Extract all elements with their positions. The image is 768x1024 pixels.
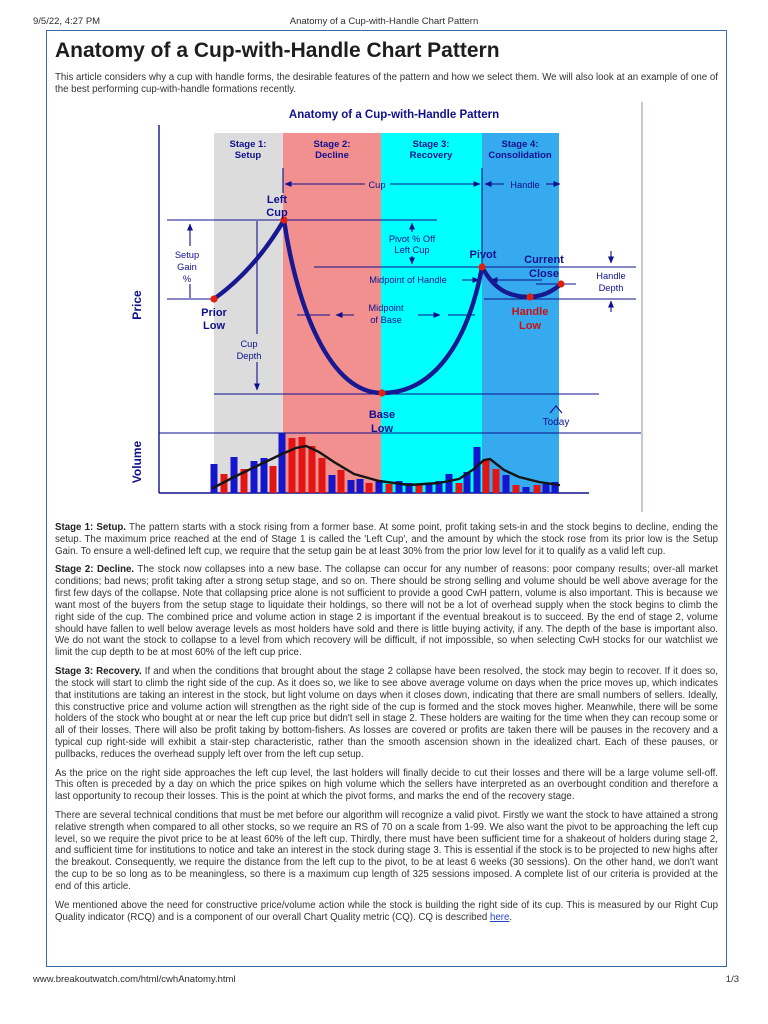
conditions-text: There are several technical conditions t… [55, 809, 718, 893]
cup-depth-label2: Depth [237, 351, 262, 361]
volume-bars [210, 432, 559, 493]
paragraph-stage-2: Stage 2: Decline. The stock now collapse… [55, 564, 718, 659]
print-footer: www.breakoutwatch.com/html/cwhAnatomy.ht… [33, 974, 739, 985]
pivot-text: As the price on the right side approache… [55, 767, 718, 803]
volume-axis-label: Volume [130, 440, 144, 483]
today-label: Today [543, 417, 570, 428]
stage4-label: Stage 4: [502, 139, 539, 150]
article-body: Stage 1: Setup. The pattern starts with … [52, 522, 718, 924]
handle-depth-label: Handle [596, 271, 625, 281]
annotation-lines [167, 167, 636, 414]
handle-span-label: Handle [510, 180, 539, 190]
left-cup-label2: Cup [266, 207, 288, 219]
paragraph-stage-1: Stage 1: Setup. The pattern starts with … [55, 522, 718, 558]
stage-band-decline [283, 132, 381, 493]
cup-with-handle-diagram: Anatomy of a Cup-with-Handle Pattern Sta… [130, 101, 643, 512]
left-cup-label: Left [267, 194, 288, 206]
stage2-label2: Decline [315, 150, 349, 161]
article-border-box: Anatomy of a Cup-with-Handle Chart Patte… [46, 30, 727, 967]
print-header: 9/5/22, 4:27 PM Anatomy of a Cup-with-Ha… [0, 0, 768, 30]
stage3-text: If and when the conditions that brought … [55, 665, 718, 761]
paragraph-stage-3: Stage 3: Recovery. If and when the condi… [55, 666, 718, 761]
paragraph-cq: We mentioned above the need for construc… [55, 900, 718, 924]
setup-gain-label2: Gain [177, 262, 197, 272]
handle-low-label: Handle [512, 306, 549, 318]
prior-low-label2: Low [203, 320, 225, 332]
page-title: Anatomy of a Cup-with-Handle Chart Patte… [55, 39, 500, 62]
setup-gain-label3: % [183, 274, 191, 284]
stage3-lead: Stage 3: Recovery. [55, 665, 142, 677]
figure-title: Anatomy of a Cup-with-Handle Pattern [289, 109, 499, 121]
print-header-timestamp: 9/5/22, 4:27 PM [33, 16, 101, 27]
current-close-label: Current [524, 254, 564, 266]
stage3-label2: Recovery [410, 150, 453, 161]
cup-span-label: Cup [368, 180, 385, 190]
price-markers [210, 216, 565, 397]
cq-text-after: . [509, 911, 513, 923]
stage1-text: The pattern starts with a stock rising f… [55, 521, 719, 557]
stage1-label: Stage 1: [230, 139, 267, 150]
pivot-label: Pivot [470, 249, 497, 261]
stage-bands [214, 132, 559, 493]
base-low-label2: Low [371, 423, 393, 435]
stage2-lead: Stage 2: Decline. [55, 564, 135, 576]
midpoint-base-label2: of Base [370, 315, 402, 325]
cq-described-link[interactable]: here [490, 911, 510, 923]
cup-with-handle-figure: Anatomy of a Cup-with-Handle Pattern Sta… [84, 100, 718, 520]
pivot-pct-label: Pivot % Off [389, 234, 436, 244]
stage1-lead: Stage 1: Setup. [55, 521, 127, 533]
intro-paragraph: This article considers why a cup with ha… [55, 72, 718, 95]
handle-depth-label2: Depth [599, 283, 624, 293]
paragraph-conditions: There are several technical conditions t… [55, 810, 718, 893]
pivot-pct-label2: Left Cup [394, 245, 429, 255]
current-close-label2: Close [529, 268, 559, 280]
cq-text: We mentioned above the need for construc… [55, 899, 718, 923]
stage-band-recovery [381, 132, 482, 493]
base-low-label: Base [369, 409, 395, 421]
price-axis-label: Price [130, 290, 144, 320]
volume-ma-line [211, 444, 561, 490]
footer-page-number: 1/3 [725, 974, 739, 985]
stage3-label: Stage 3: [413, 139, 450, 150]
setup-gain-label: Setup [175, 250, 199, 260]
midpoint-base-label: Midpoint [368, 303, 404, 313]
handle-low-label2: Low [519, 320, 541, 332]
stage2-label: Stage 2: [314, 139, 351, 150]
print-header-title: Anatomy of a Cup-with-Handle Chart Patte… [289, 16, 479, 27]
stage2-text: The stock now collapses into a new base.… [55, 564, 718, 659]
midpoint-handle-label: Midpoint of Handle [369, 275, 447, 285]
stage1-label2: Setup [235, 150, 262, 161]
prior-low-label: Prior [201, 307, 227, 319]
stage4-label2: Consolidation [488, 150, 552, 161]
footer-url: www.breakoutwatch.com/html/cwhAnatomy.ht… [33, 974, 236, 985]
cup-depth-label: Cup [240, 339, 257, 349]
paragraph-pivot: As the price on the right side approache… [55, 768, 718, 804]
